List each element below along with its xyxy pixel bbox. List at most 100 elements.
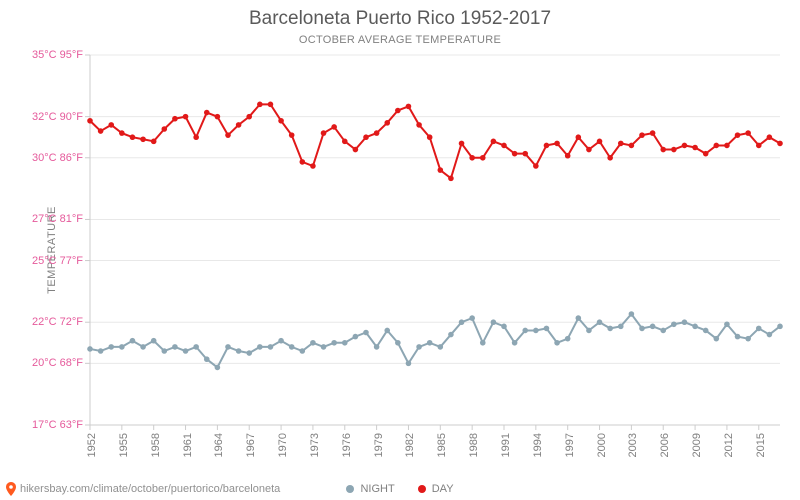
x-tick-label: 1973 — [309, 433, 321, 457]
night-series-point — [618, 324, 624, 330]
night-series-point — [533, 328, 539, 334]
night-series-point — [246, 350, 252, 356]
night-series-point — [459, 319, 465, 325]
day-series-point — [310, 163, 316, 169]
day-series-point — [204, 110, 210, 116]
day-series-point — [544, 143, 550, 149]
night-series-point — [236, 348, 242, 354]
day-series-point — [491, 139, 497, 145]
y-tick-label: 22°C 72°F — [32, 316, 82, 328]
x-tick-label: 1958 — [150, 433, 162, 457]
x-tick-label: 1985 — [436, 433, 448, 457]
chart-svg — [90, 55, 780, 425]
night-series-point — [586, 328, 592, 334]
night-series-point — [87, 346, 93, 352]
x-tick-label: 1997 — [564, 433, 576, 457]
day-series-point — [682, 143, 688, 149]
night-series-point — [204, 356, 210, 362]
day-series-point — [629, 143, 635, 149]
night-series-point — [98, 348, 104, 354]
x-tick-label: 1955 — [118, 433, 130, 457]
x-tick-label: 1988 — [468, 433, 480, 457]
y-tick-label: 25°C 77°F — [32, 255, 82, 267]
day-series-point — [416, 122, 422, 128]
night-series-point — [374, 344, 380, 350]
night-series-point — [416, 344, 422, 350]
night-series-point — [395, 340, 401, 346]
day-series-point — [246, 114, 252, 120]
legend-item-day: DAY — [418, 483, 454, 495]
night-series-point — [130, 338, 136, 344]
day-series-point — [745, 130, 751, 136]
night-series-point — [151, 338, 157, 344]
night-series-point — [597, 319, 603, 325]
night-series-point — [576, 315, 582, 321]
day-series-point — [162, 126, 168, 132]
x-tick-label: 1970 — [277, 433, 289, 457]
night-series-point — [544, 326, 550, 332]
day-series-point — [406, 104, 412, 110]
day-series-point — [130, 134, 136, 140]
day-series-point — [554, 141, 560, 147]
day-series-point — [618, 141, 624, 147]
night-series-point — [565, 336, 571, 342]
day-series-point — [236, 122, 242, 128]
night-series-point — [703, 328, 709, 334]
night-series-point — [310, 340, 316, 346]
day-series-point — [215, 114, 221, 120]
day-series-point — [724, 143, 730, 149]
night-series-point — [331, 340, 337, 346]
night-series-point — [671, 321, 677, 327]
night-series-point — [469, 315, 475, 321]
day-series-point — [565, 153, 571, 159]
x-tick-label: 2006 — [659, 433, 671, 457]
day-series-point — [576, 134, 582, 140]
day-series-point — [374, 130, 380, 136]
y-tick-label: 35°C 95°F — [32, 49, 82, 61]
day-series-point — [363, 134, 369, 140]
day-series-point — [714, 143, 720, 149]
night-series-point — [268, 344, 274, 350]
day-series-point — [777, 141, 783, 147]
night-series-point — [660, 328, 666, 334]
day-series-point — [140, 136, 146, 142]
day-series-point — [119, 130, 125, 136]
day-series-point — [586, 147, 592, 153]
day-series-point — [395, 108, 401, 114]
night-series-point — [363, 330, 369, 336]
day-series-point — [650, 130, 656, 136]
day-series-point — [448, 176, 454, 182]
x-tick-label: 1952 — [86, 433, 98, 457]
night-series-point — [735, 334, 741, 340]
day-series-point — [321, 130, 327, 136]
y-tick-label: 17°C 63°F — [32, 419, 82, 431]
day-series-point — [268, 102, 274, 108]
night-series-point — [512, 340, 518, 346]
legend-item-night: NIGHT — [346, 483, 394, 495]
legend-label-day: DAY — [432, 483, 454, 495]
x-tick-label: 2000 — [596, 433, 608, 457]
day-series-point — [151, 139, 157, 145]
day-series-point — [87, 118, 93, 124]
night-series-point — [501, 324, 507, 330]
day-series-point — [193, 134, 199, 140]
attribution-text: hikersbay.com/climate/october/puertorico… — [20, 483, 280, 495]
x-tick-label: 1964 — [213, 433, 225, 457]
day-series-point — [289, 132, 295, 138]
y-tick-label: 20°C 68°F — [32, 357, 82, 369]
x-tick-label: 1976 — [341, 433, 353, 457]
night-series-point — [491, 319, 497, 325]
day-series-point — [172, 116, 178, 122]
legend-marker-night — [346, 485, 354, 493]
day-series-point — [639, 132, 645, 138]
night-series-point — [427, 340, 433, 346]
day-series-point — [278, 118, 284, 124]
legend-marker-day — [418, 485, 426, 493]
day-series-point — [225, 132, 231, 138]
day-series-point — [353, 147, 359, 153]
night-series-point — [406, 361, 412, 367]
night-series-point — [300, 348, 306, 354]
y-tick-label: 32°C 90°F — [32, 111, 82, 123]
night-series-point — [108, 344, 114, 350]
x-tick-label: 1994 — [532, 433, 544, 457]
